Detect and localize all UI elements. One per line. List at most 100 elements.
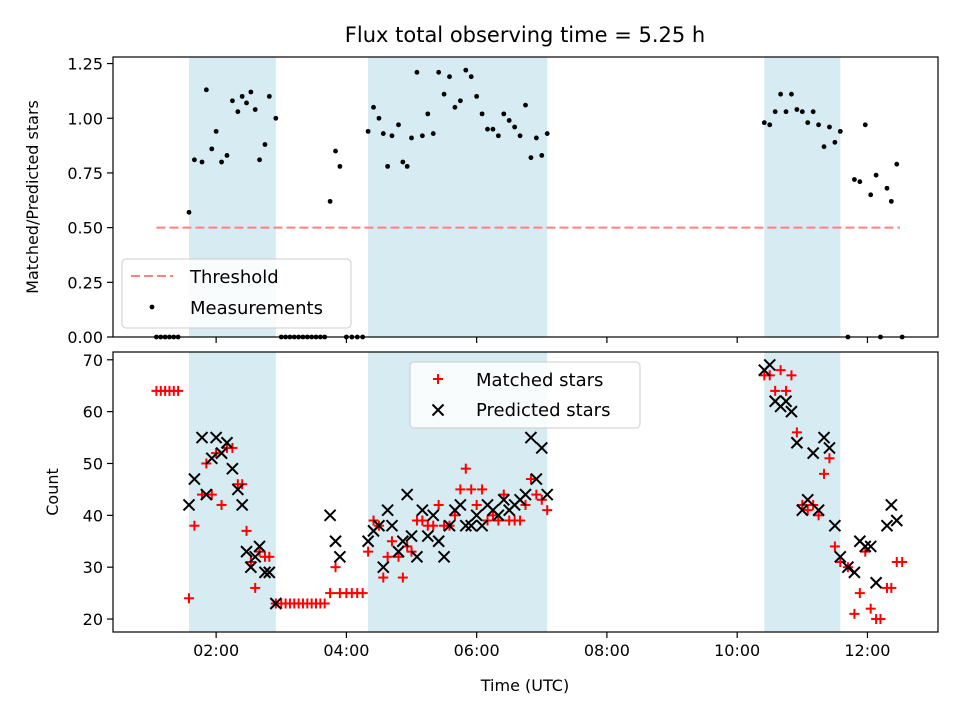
predicted-star-marker [381, 503, 394, 517]
matched-star-marker [378, 572, 389, 583]
legend-predicted-label: Predicted stars [476, 400, 610, 421]
matched-star-marker [786, 370, 797, 381]
matched-star-marker [363, 546, 374, 557]
measurement-point [213, 128, 219, 134]
predicted-star-marker [459, 519, 473, 532]
matched-star-marker [802, 505, 813, 516]
observing-windows [188, 57, 841, 337]
measurement-point [862, 122, 868, 128]
predicted-star-marker [182, 498, 196, 512]
matched-star-marker [813, 510, 824, 521]
legend-box [409, 361, 641, 429]
matched-star-marker [319, 598, 330, 609]
matched-star-marker [471, 499, 482, 510]
predicted-star-marker [209, 431, 223, 444]
measurement-point [186, 209, 192, 215]
ratio-y-ticks: 0.00 0.25 0.50 0.75 1.00 1.25 [67, 55, 113, 347]
measurement-point [794, 107, 800, 112]
predicted-star-marker [880, 519, 894, 532]
matched-star-marker [241, 525, 252, 536]
predicted-star-marker [323, 509, 337, 522]
ratio-plot-frame [112, 56, 939, 338]
count-plot: 20 30 40 50 60 70 02:00 04:00 06:00 08:00 10:00 12… [43, 351, 939, 695]
x-axis-label: Time (UTC) [480, 676, 569, 695]
measurement-point [512, 124, 518, 130]
measurement-point [761, 120, 767, 126]
matched-star-marker [397, 572, 408, 583]
measurement-point [447, 74, 452, 80]
measurement-point [832, 139, 838, 145]
predicted-star-marker [372, 519, 386, 532]
predicted-star-marker [427, 509, 440, 522]
ratio-plot: Flux total observing time = 5.25 h 0.000… [23, 23, 939, 347]
y-tick-label: 40 [83, 506, 103, 525]
predicted-star-marker [200, 488, 213, 501]
matched-star-marker [417, 515, 428, 526]
predicted-star-marker [806, 446, 820, 460]
predicted-star-marker [817, 431, 831, 444]
measurement-point [376, 115, 382, 121]
x-tick-label: 12:00 [844, 641, 890, 660]
measurement-point [495, 133, 501, 139]
predicted-star-marker [235, 498, 249, 512]
matched-star-marker [542, 505, 553, 516]
measurement-point [452, 104, 458, 110]
measurement-point [528, 155, 534, 161]
measurement-point [441, 91, 447, 97]
predicted-star-marker [231, 483, 245, 496]
measurement-point [404, 163, 410, 169]
predicted-star-marker [437, 550, 451, 564]
matched-star-marker [493, 515, 504, 526]
measurement-point [224, 153, 230, 158]
count-y-ticks: 20 30 40 50 60 70 [83, 351, 113, 629]
matched-star-marker [525, 474, 536, 485]
measurement-point [385, 163, 391, 169]
measurement-point [414, 69, 420, 75]
predicted-star-marker [377, 560, 390, 574]
measurement-point [380, 131, 386, 136]
predicted-star-marker [416, 503, 429, 517]
matched-star-marker [357, 588, 368, 599]
y-tick-label: 30 [83, 558, 103, 577]
measurement-point [436, 69, 442, 75]
matched-star-marker [515, 515, 526, 526]
predicted-star-marker [834, 550, 847, 564]
y-tick-label: 1.00 [67, 109, 103, 128]
measurement-point [873, 172, 879, 178]
y-tick-label: 20 [83, 610, 103, 629]
matched-star-marker [829, 541, 840, 552]
legend-threshold-label: Threshold [189, 267, 279, 288]
measurement-point [837, 128, 843, 134]
ratio-x-ticks [215, 337, 869, 343]
predicted-star-marker [248, 550, 262, 564]
matched-star-marker [173, 385, 184, 396]
measurement-point [266, 93, 272, 99]
predicted-star-marker [269, 597, 283, 610]
measurement-point [778, 91, 783, 97]
predicted-star-marker [396, 535, 410, 548]
predicted-star-marker [869, 576, 883, 589]
matched-star-marker [487, 510, 498, 521]
matched-star-marker [264, 551, 275, 562]
predicted-star-marker [226, 462, 239, 475]
predicted-star-marker [497, 493, 510, 506]
matched-star-marker [824, 453, 835, 464]
matched-star-marker [393, 551, 404, 562]
predicted-star-marker [195, 431, 209, 444]
legend-box [121, 258, 352, 329]
ratio-y-axis-label: Matched/Predicted stars [23, 100, 42, 294]
matched-star-marker [819, 468, 830, 479]
matched-star-marker [382, 551, 393, 562]
matched-star-marker [849, 608, 860, 619]
predicted-star-marker [848, 566, 861, 579]
predicted-star-marker [431, 403, 445, 417]
chart-title: Flux total observing time = 5.25 h [345, 23, 705, 47]
measurement-point [337, 163, 343, 169]
predicted-star-marker [823, 441, 836, 455]
measurement-point [544, 131, 550, 136]
matched-star-marker [854, 588, 865, 599]
measurement-point [799, 109, 805, 115]
predicted-star-marker [385, 519, 399, 532]
predicted-star-marker [465, 519, 478, 532]
